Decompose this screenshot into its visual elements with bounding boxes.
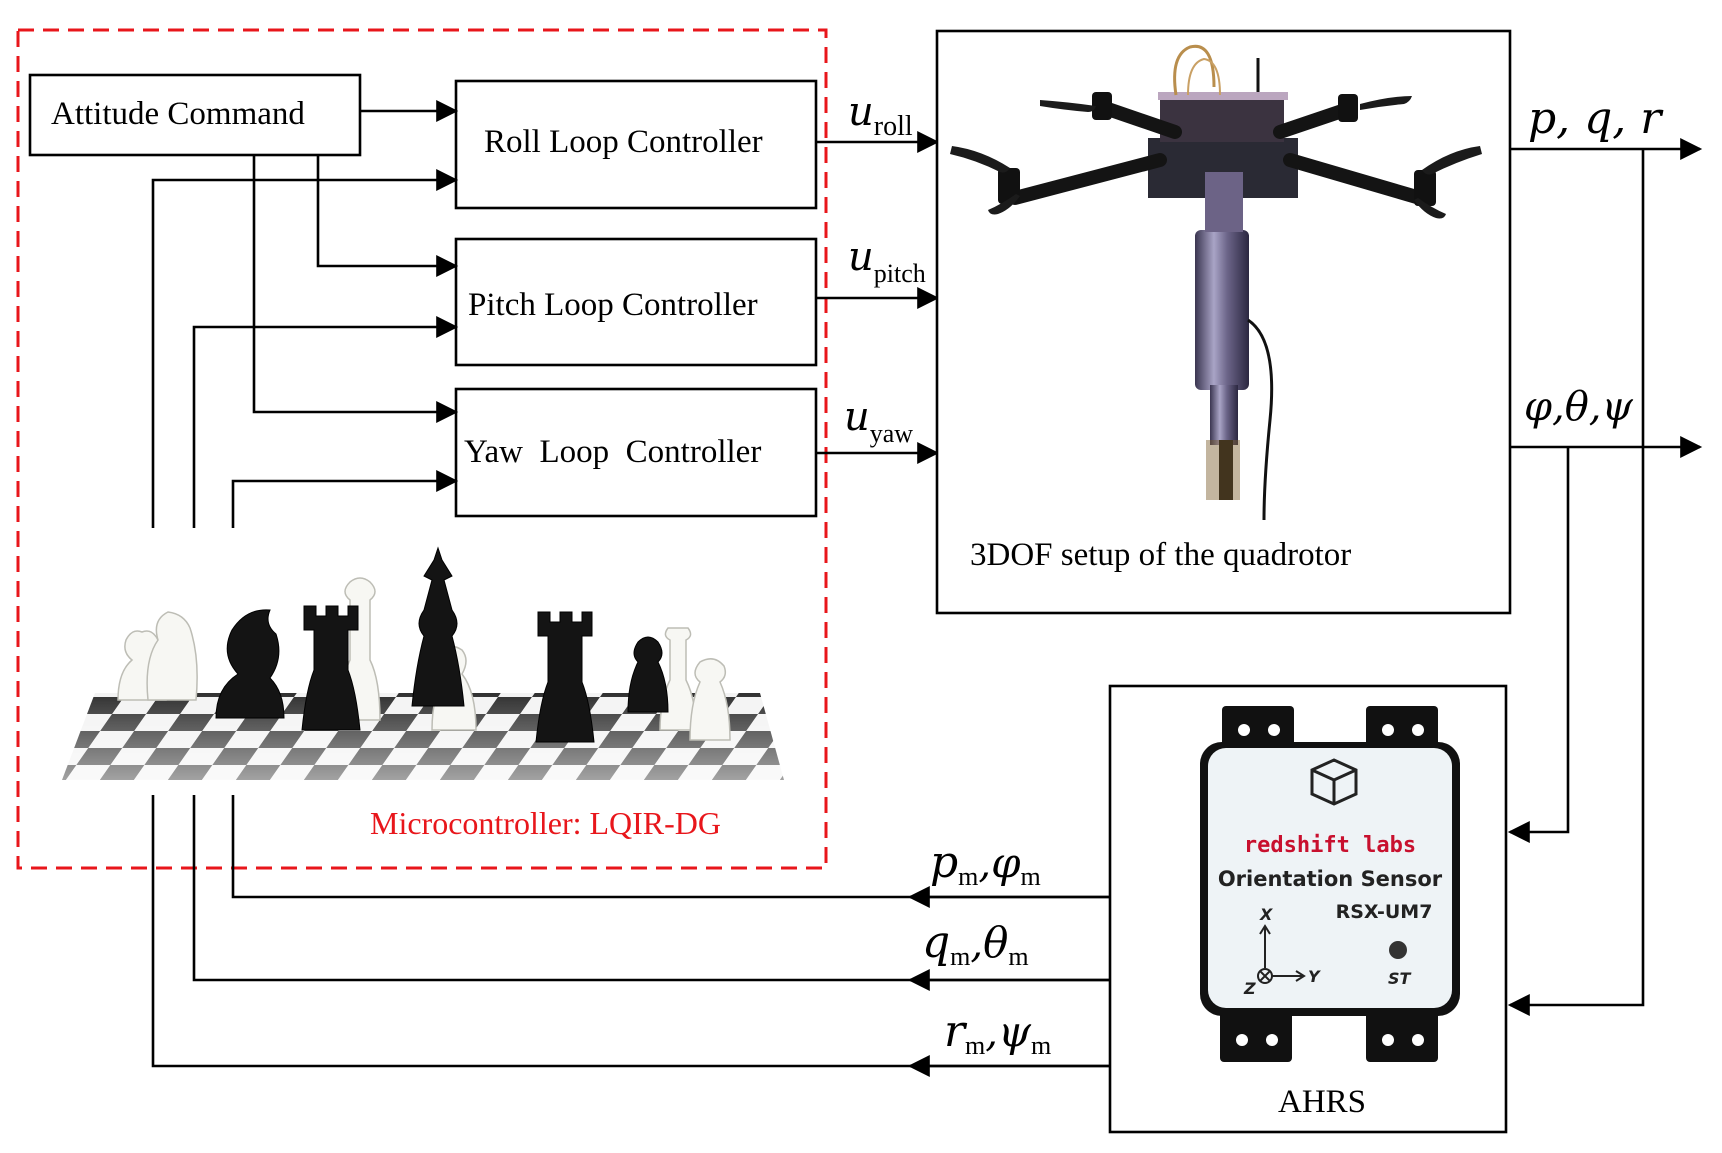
sensor-axis-y: Y <box>1308 967 1321 986</box>
u-yaw-label: uyaw <box>844 394 913 448</box>
feedback-to-yaw-arrow <box>231 470 459 528</box>
rm-psim-label: rm,ψm <box>944 1006 1051 1060</box>
quadrotor-setup-label: 3DOF setup of the quadrotor <box>970 537 1351 573</box>
qm-thetam-label: qm,θm <box>922 917 1029 971</box>
rates-output-label: p, q, r <box>1528 93 1664 144</box>
microcontroller-boundary <box>16 28 828 870</box>
sensor-st-label: ST <box>1388 969 1412 988</box>
attitude-command-box <box>28 73 362 157</box>
pitch-controller-box <box>454 237 818 367</box>
angles-to-ahrs-arrow <box>1507 447 1570 843</box>
qm-thetam-feedback-line <box>192 795 1110 982</box>
u-roll-label: uroll <box>848 89 913 142</box>
pitch-controller-label: Pitch Loop Controller <box>468 287 758 323</box>
sensor-axis-x: X <box>1259 905 1273 924</box>
attcmd-to-yaw-arrow <box>252 155 459 423</box>
microcontroller-label: Microcontroller: LQIR-DG <box>370 805 721 841</box>
orientation-sensor-image: redshift labs Orientation Sensor RSX-UM7… <box>1200 706 1460 1062</box>
u-pitch-label: upitch <box>848 234 926 288</box>
sensor-axis-z: Z <box>1243 979 1256 998</box>
pm-phim-label: pm,φm <box>930 837 1041 891</box>
chess-pieces-image <box>62 546 784 780</box>
attitude-command-label: Attitude Command <box>51 96 305 132</box>
sensor-brand: redshift labs <box>1244 833 1416 858</box>
yaw-controller-label: Yaw Loop Controller <box>464 434 761 470</box>
feedback-to-pitch-arrow <box>192 316 459 528</box>
feedback-to-roll-arrow <box>151 169 459 528</box>
attcmd-to-pitch-arrow <box>316 155 459 277</box>
roll-controller-box <box>454 79 818 210</box>
sensor-line2: RSX-UM7 <box>1336 901 1433 923</box>
quadrotor-image <box>950 44 1482 521</box>
roll-controller-label: Roll Loop Controller <box>484 124 763 160</box>
angles-output-label: φ,θ,ψ <box>1524 384 1634 430</box>
rm-psim-feedback-line <box>151 795 1110 1068</box>
ahrs-label: AHRS <box>1278 1084 1366 1120</box>
sensor-line1: Orientation Sensor <box>1218 867 1443 891</box>
rates-to-ahrs-arrow <box>1507 149 1645 1016</box>
pm-phim-feedback-line <box>231 795 1110 899</box>
